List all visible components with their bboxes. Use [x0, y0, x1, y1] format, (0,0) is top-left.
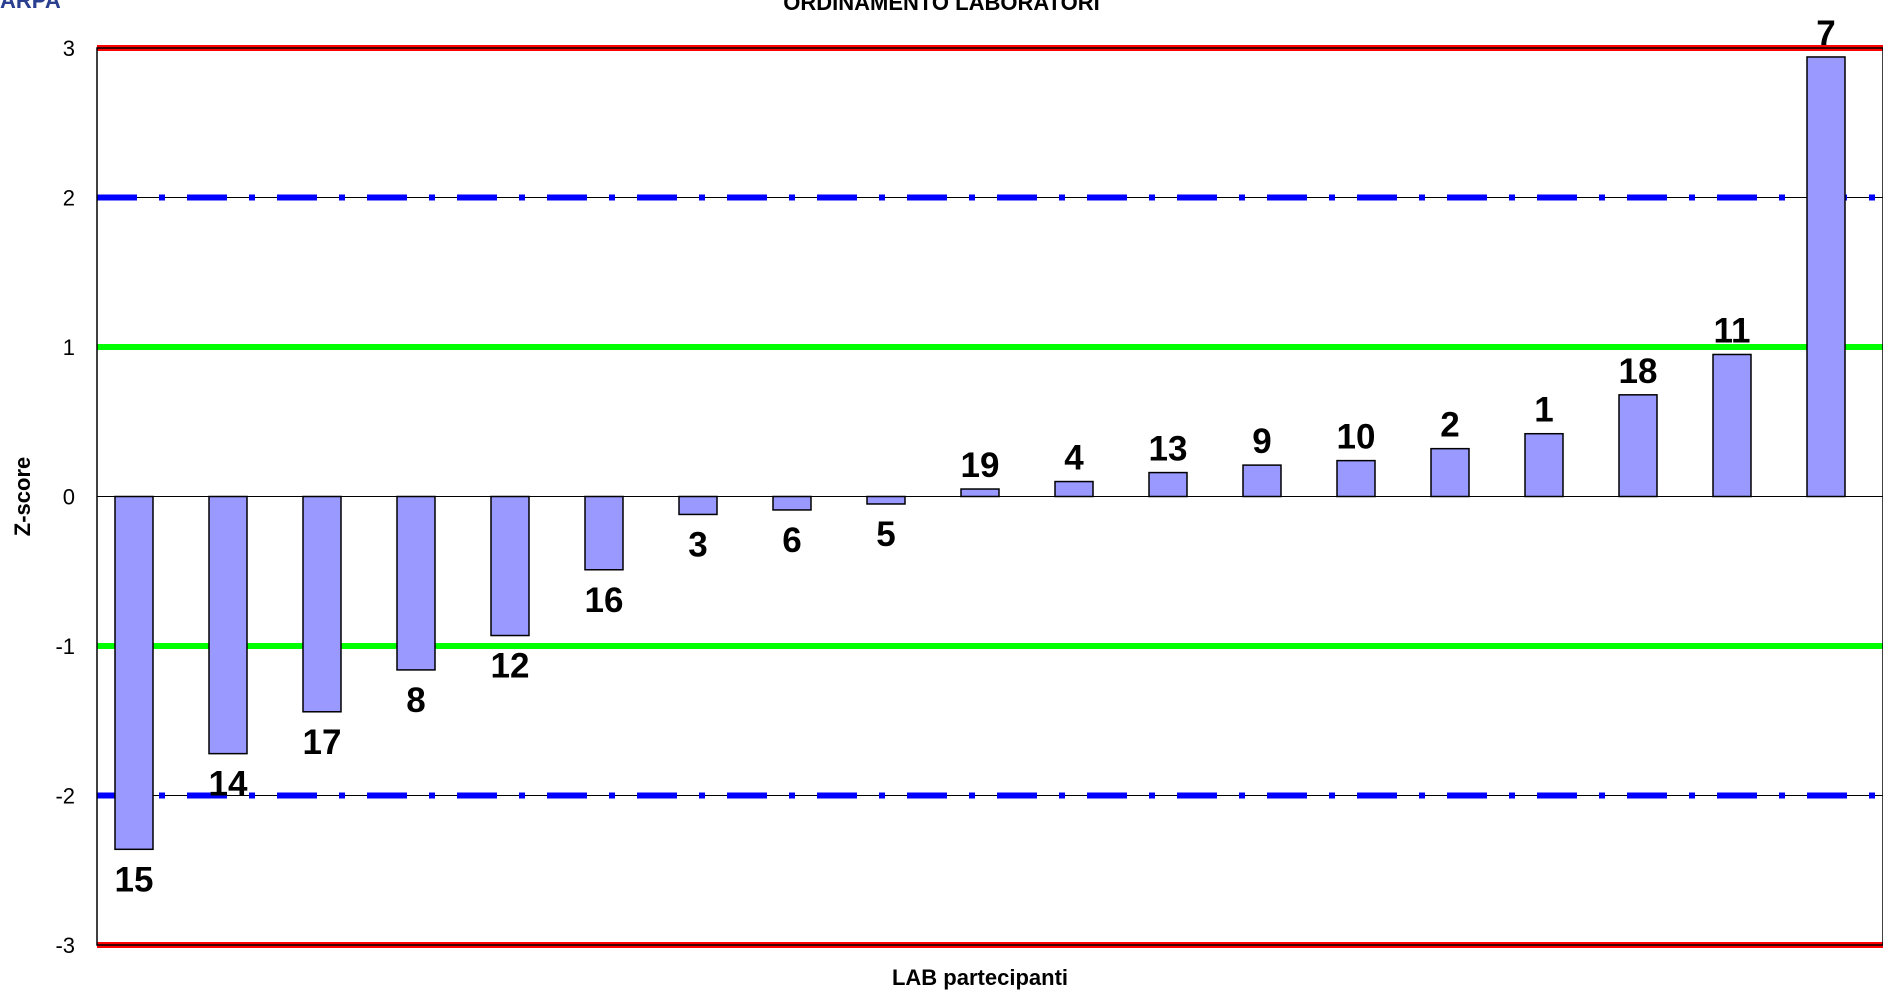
- bar-label: 9: [1252, 422, 1271, 461]
- bar-label: 11: [1714, 311, 1751, 350]
- bar: [1242, 464, 1282, 498]
- bar-label: 17: [303, 723, 342, 762]
- bar-label: 3: [688, 525, 707, 564]
- y-tick-label: 2: [63, 186, 75, 211]
- bar: [1054, 480, 1094, 498]
- bar-label: 16: [585, 581, 624, 620]
- chart-title: ORDINAMENTO LABORATORI: [783, 0, 1100, 15]
- bar: [1618, 394, 1658, 498]
- y-tick-label: 3: [63, 36, 75, 61]
- bar: [1806, 56, 1846, 498]
- y-tick-label: -2: [55, 784, 75, 809]
- bar: [772, 495, 812, 511]
- y-tick-label: 1: [63, 335, 75, 360]
- bar-label: 15: [115, 860, 154, 899]
- bar: [396, 495, 436, 671]
- bars: [114, 56, 1846, 851]
- bar: [584, 495, 624, 571]
- plot-frame: [96, 47, 1883, 946]
- bar: [490, 495, 530, 637]
- bar: [114, 495, 154, 851]
- bar: [1148, 471, 1188, 498]
- bar: [1712, 353, 1752, 498]
- bar-label: 2: [1440, 406, 1459, 445]
- logo-text: ARPA: [0, 0, 61, 13]
- bar-label: 10: [1337, 418, 1376, 457]
- bar: [960, 488, 1000, 498]
- bar-label: 8: [406, 681, 425, 720]
- logo: ARPA: [0, 0, 61, 14]
- bar-label: 14: [209, 765, 248, 804]
- bar: [1430, 447, 1470, 498]
- bar: [866, 495, 906, 505]
- bar-label: 6: [782, 521, 801, 560]
- bar-label: 5: [876, 515, 895, 554]
- bar: [678, 495, 718, 516]
- bar-label: 7: [1816, 14, 1835, 53]
- bar-label: 4: [1064, 439, 1084, 478]
- bar: [208, 495, 248, 755]
- x-axis-title: LAB partecipanti: [892, 965, 1068, 990]
- bar-label: 12: [491, 647, 530, 686]
- bar: [1336, 459, 1376, 498]
- y-tick-label: -3: [55, 933, 75, 958]
- bar-label: 13: [1149, 430, 1188, 469]
- y-tick-label: -1: [55, 634, 75, 659]
- bar: [1524, 432, 1564, 498]
- bar-label: 1: [1534, 391, 1553, 430]
- bar: [302, 495, 342, 713]
- bar-label: 18: [1619, 352, 1658, 391]
- y-axis-title: Z-score: [10, 457, 35, 536]
- y-tick-label: 0: [63, 485, 75, 510]
- y-tick-labels: 3 2 1 0 -1 -2 -3: [55, 36, 75, 958]
- bar-labels: 15 14 17 8 12 16 3 6 5 19 4 13 9 10 2 1 18 11 7: [115, 14, 1836, 899]
- bar-label: 19: [961, 446, 1000, 485]
